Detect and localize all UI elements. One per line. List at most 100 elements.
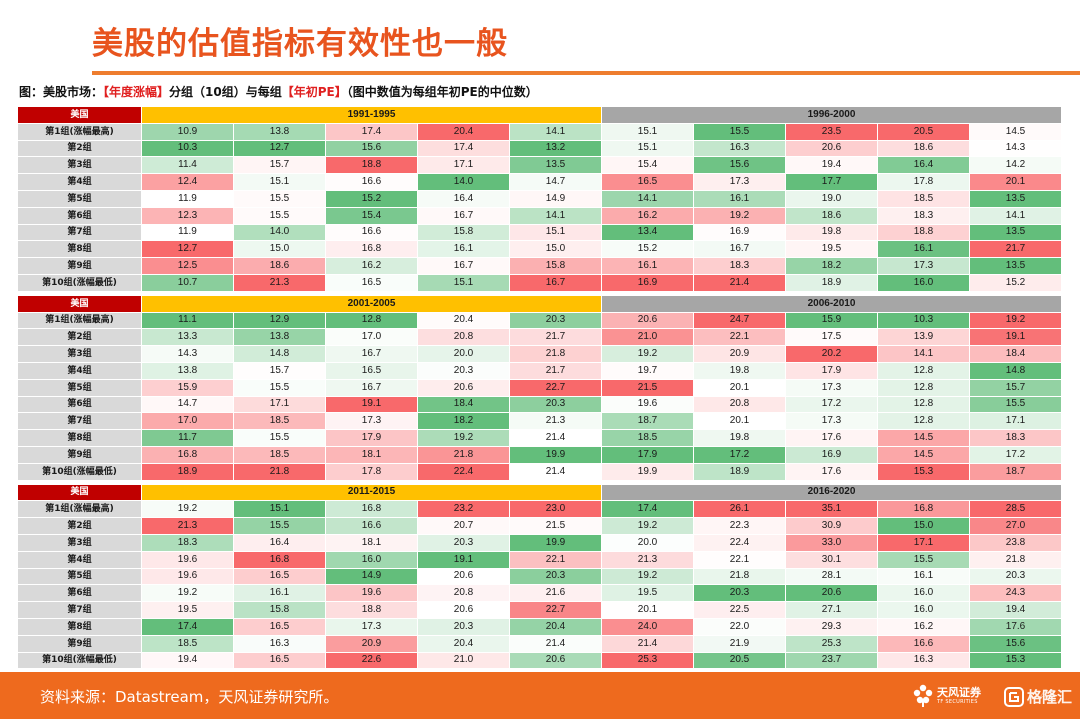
pe-value-cell: 20.4 <box>417 122 510 141</box>
pe-value-cell: 23.5 <box>785 122 878 141</box>
pe-value-cell: 22.4 <box>417 462 510 481</box>
table-row: 第1组(涨幅最高) 19.2 15.1 16.8 23.2 23.0 17.4 26.1 35.… <box>17 500 1062 519</box>
pe-value-cell: 19.2 <box>141 584 234 603</box>
pe-value-cell: 21.8 <box>693 567 786 586</box>
pe-value-cell: 17.3 <box>693 173 786 191</box>
pe-value-cell: 15.0 <box>233 240 326 259</box>
pe-value-cell: 18.5 <box>141 634 234 653</box>
pe-value-cell: 24.7 <box>693 311 786 330</box>
pe-value-cell: 16.3 <box>693 139 786 158</box>
pe-value-cell: 15.8 <box>417 223 510 242</box>
pe-value-cell: 20.8 <box>417 584 510 603</box>
pe-value-cell: 21.4 <box>509 462 602 481</box>
pe-value-cell: 17.7 <box>785 173 878 191</box>
pe-value-cell: 19.2 <box>601 517 694 535</box>
pe-value-cell: 10.7 <box>141 273 234 292</box>
table-row: 第1组(涨幅最高) 11.1 12.9 12.8 20.4 20.3 20.6 24.7 15.… <box>17 311 1062 330</box>
caption-prefix: 图：美股市场： <box>19 85 104 99</box>
pe-value-cell: 22.6 <box>325 651 418 670</box>
pe-value-cell: 17.8 <box>325 462 418 481</box>
pe-value-cell: 17.6 <box>969 617 1062 636</box>
group-label: 第4组 <box>17 550 142 569</box>
pe-value-cell: 16.1 <box>601 257 694 275</box>
pe-value-cell: 20.5 <box>877 122 970 141</box>
pe-value-cell: 19.6 <box>601 395 694 414</box>
pe-value-cell: 15.3 <box>877 462 970 481</box>
pe-value-cell: 17.8 <box>877 173 970 191</box>
group-label: 第1组(涨幅最高) <box>17 311 142 330</box>
pe-value-cell: 12.9 <box>233 311 326 330</box>
pe-value-cell: 14.5 <box>969 122 1062 141</box>
pe-value-cell: 16.0 <box>877 273 970 292</box>
pe-value-cell: 15.5 <box>969 395 1062 414</box>
tf-securities-logo: 天风证券 TF SECURITIES <box>912 681 992 711</box>
pe-value-cell: 15.9 <box>141 378 234 397</box>
pe-value-cell: 12.7 <box>141 240 234 259</box>
pe-value-cell: 14.3 <box>969 139 1062 158</box>
pe-value-cell: 14.3 <box>141 345 234 363</box>
group-label: 第10组(涨幅最低) <box>17 273 142 292</box>
table-row: 第1组(涨幅最高) 10.9 13.8 17.4 20.4 14.1 15.1 15.5 23.… <box>17 122 1062 141</box>
pe-value-cell: 14.9 <box>325 567 418 586</box>
pe-value-cell: 20.4 <box>509 617 602 636</box>
group-label: 第5组 <box>17 567 142 586</box>
pe-value-cell: 18.5 <box>233 445 326 464</box>
pe-value-cell: 18.6 <box>877 139 970 158</box>
table-row: 第6组 19.2 16.1 19.6 20.8 21.6 19.5 20.3 20.6 16.0 2… <box>17 584 1062 603</box>
pe-value-cell: 19.1 <box>969 328 1062 347</box>
source-note: 资料来源：Datastream，天风证券研究所。 <box>40 688 339 706</box>
pe-value-cell: 16.8 <box>877 500 970 519</box>
pe-value-cell: 18.6 <box>785 206 878 225</box>
pe-value-cell: 15.5 <box>877 550 970 569</box>
pe-value-cell: 16.8 <box>141 445 234 464</box>
footer-bar: 资料来源：Datastream，天风证券研究所。 天风证券 TF SECURIT… <box>0 672 1080 719</box>
pe-value-cell: 20.6 <box>417 601 510 619</box>
pe-value-cell: 18.3 <box>141 533 234 552</box>
table-row: 第4组 12.4 15.1 16.6 14.0 14.7 16.5 17.3 17.7 17.8 2… <box>17 173 1062 191</box>
pe-value-cell: 20.0 <box>417 345 510 363</box>
pe-value-cell: 20.6 <box>785 139 878 158</box>
block-header-row: 美国 2011-2015 2016-2020 <box>17 483 1062 502</box>
pe-value-cell: 13.8 <box>141 361 234 380</box>
pe-value-cell: 20.9 <box>325 634 418 653</box>
pe-value-cell: 15.7 <box>233 156 326 175</box>
pe-value-cell: 21.5 <box>601 378 694 397</box>
period-header-right: 2016-2020 <box>601 483 1062 502</box>
pe-value-cell: 14.0 <box>417 173 510 191</box>
pe-value-cell: 18.9 <box>785 273 878 292</box>
pe-value-cell: 17.4 <box>325 122 418 141</box>
pe-value-cell: 15.1 <box>601 139 694 158</box>
pe-value-cell: 30.9 <box>785 517 878 535</box>
pe-value-cell: 18.2 <box>785 257 878 275</box>
caption-highlight-annual-return: 【年度涨幅】 <box>103 85 170 99</box>
pe-value-cell: 15.2 <box>325 189 418 208</box>
pe-value-cell: 14.9 <box>509 189 602 208</box>
pe-value-cell: 22.3 <box>693 517 786 535</box>
pe-value-cell: 28.5 <box>969 500 1062 519</box>
pe-value-cell: 20.1 <box>969 173 1062 191</box>
group-label: 第5组 <box>17 189 142 208</box>
period-header-left: 1991-1995 <box>141 106 602 124</box>
table-row: 第10组(涨幅最低) 10.7 21.3 16.5 15.1 16.7 16.9 21.4 18… <box>17 273 1062 292</box>
pe-value-cell: 19.4 <box>969 601 1062 619</box>
pe-value-cell: 19.2 <box>969 311 1062 330</box>
pe-value-cell: 17.6 <box>785 429 878 447</box>
table-row: 第8组 11.7 15.5 17.9 19.2 21.4 18.5 19.8 17.6 14.5 1… <box>17 429 1062 447</box>
pe-value-cell: 16.0 <box>877 601 970 619</box>
pe-value-cell: 33.0 <box>785 533 878 552</box>
pe-value-cell: 18.8 <box>325 601 418 619</box>
pe-value-cell: 15.1 <box>509 223 602 242</box>
pe-value-cell: 21.4 <box>601 634 694 653</box>
pe-value-cell: 20.3 <box>417 533 510 552</box>
pe-value-cell: 16.7 <box>325 345 418 363</box>
pe-value-cell: 16.5 <box>233 567 326 586</box>
pe-value-cell: 20.7 <box>417 517 510 535</box>
pe-value-cell: 12.8 <box>325 311 418 330</box>
pe-value-cell: 21.0 <box>601 328 694 347</box>
pe-value-cell: 21.8 <box>509 345 602 363</box>
pe-value-cell: 18.6 <box>233 257 326 275</box>
pe-value-cell: 17.3 <box>785 412 878 431</box>
group-label: 第2组 <box>17 517 142 535</box>
pe-value-cell: 16.9 <box>601 273 694 292</box>
pe-value-cell: 20.3 <box>509 567 602 586</box>
